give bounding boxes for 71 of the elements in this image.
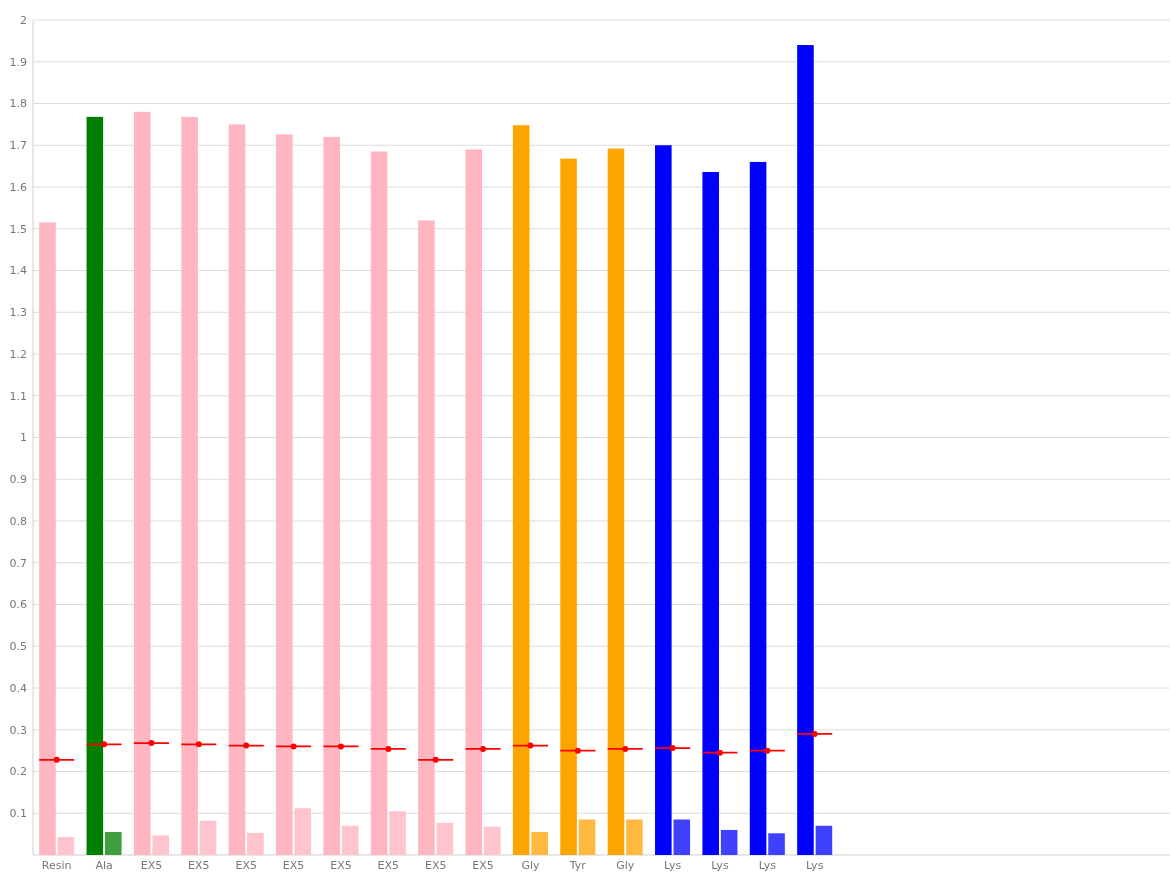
bar <box>815 825 833 855</box>
x-tick-label: Lys <box>663 859 682 872</box>
x-tick-label: Lys <box>806 859 824 872</box>
x-tick-label: EX5 <box>330 859 352 872</box>
y-tick-label: 1.2 <box>9 347 27 361</box>
y-tick-label: 1.9 <box>9 55 27 69</box>
bar <box>655 145 672 855</box>
x-tick-label: Lys <box>711 859 729 872</box>
y-tick-label: 0.9 <box>9 473 27 487</box>
y-tick-label: 1.6 <box>9 180 27 194</box>
bar <box>768 833 785 855</box>
x-tick-label: EX5 <box>472 859 494 872</box>
y-tick-label: 0.5 <box>9 640 27 654</box>
y-tick-label: 0.4 <box>9 681 27 695</box>
y-tick-label: 2 <box>20 13 27 27</box>
bar <box>560 158 577 855</box>
bar <box>341 825 359 855</box>
bar <box>228 124 246 855</box>
y-tick-label: 0.3 <box>9 723 27 737</box>
y-tick-label: 0.8 <box>9 514 27 528</box>
x-tick-label: EX5 <box>188 859 210 872</box>
bar <box>436 822 454 855</box>
bar <box>418 220 435 855</box>
bar <box>276 134 293 855</box>
y-tick-label: 1.5 <box>9 222 27 236</box>
x-tick-label: Lys <box>758 859 777 872</box>
bar <box>512 125 530 855</box>
bar <box>133 111 151 855</box>
bar <box>720 829 738 855</box>
y-tick-label: 0.2 <box>9 765 27 779</box>
bar <box>465 149 483 855</box>
bar <box>626 819 643 855</box>
bar <box>607 148 625 855</box>
y-tick-label: 1.1 <box>9 389 27 403</box>
y-tick-label: 1 <box>20 431 27 445</box>
bar <box>57 837 75 855</box>
bar <box>702 171 719 855</box>
y-tick-label: 0.1 <box>9 807 27 821</box>
bar <box>181 116 198 855</box>
x-tick-label: Gly <box>616 859 635 872</box>
bar <box>105 832 122 855</box>
bar <box>484 826 501 855</box>
y-tick-label: 1.7 <box>9 139 27 153</box>
bar <box>152 835 169 855</box>
x-tick-label: EX5 <box>140 859 163 872</box>
x-tick-label: Resin <box>41 859 72 872</box>
y-tick-label: 0.7 <box>9 556 27 570</box>
bar <box>389 811 406 855</box>
bar <box>749 161 767 855</box>
y-tick-label: 1.4 <box>9 264 27 278</box>
bar <box>39 222 56 855</box>
x-tick-label: EX5 <box>235 859 257 872</box>
bar <box>199 820 217 855</box>
y-tick-label: 0.6 <box>9 598 27 612</box>
bar <box>673 819 691 855</box>
bar <box>531 832 548 855</box>
x-tick-label: EX5 <box>377 859 400 872</box>
bar <box>370 151 388 855</box>
bar <box>86 116 104 855</box>
y-tick-label: 1.8 <box>9 97 27 111</box>
bar <box>578 819 596 855</box>
bar <box>247 832 264 855</box>
bar <box>797 45 814 855</box>
y-tick-label: 1.3 <box>9 306 27 320</box>
bar <box>323 136 340 855</box>
x-tick-label: Ala <box>95 859 113 872</box>
x-tick-label: Tyr <box>568 859 587 872</box>
x-tick-label: EX5 <box>282 859 305 872</box>
bar <box>294 808 312 855</box>
x-tick-label: Gly <box>521 859 540 872</box>
x-tick-label: EX5 <box>424 859 447 872</box>
